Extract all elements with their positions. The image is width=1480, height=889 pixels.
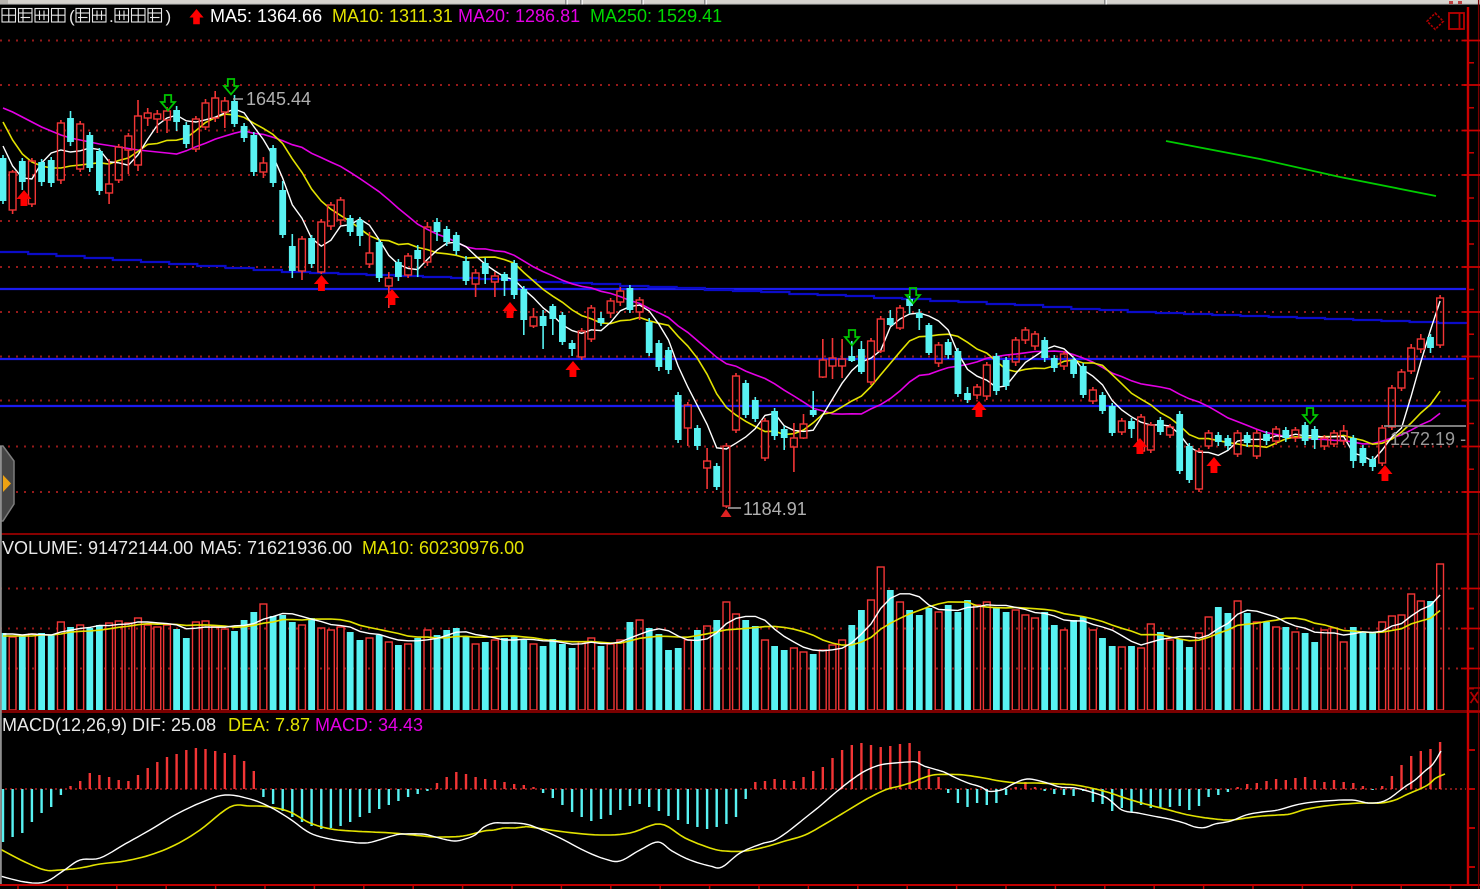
svg-text:VOLUME: 91472144.00: VOLUME: 91472144.00 xyxy=(2,538,193,558)
svg-text:MA250: 1529.41: MA250: 1529.41 xyxy=(590,6,722,26)
svg-text:MA5: 71621936.00: MA5: 71621936.00 xyxy=(200,538,352,558)
svg-text:1184.91: 1184.91 xyxy=(743,499,807,519)
svg-text:): ) xyxy=(166,7,172,26)
svg-text:MACD: 34.43: MACD: 34.43 xyxy=(315,715,423,735)
svg-text:MACD(12,26,9) DIF: 25.08: MACD(12,26,9) DIF: 25.08 xyxy=(2,715,216,735)
svg-text:MA5: 1364.66: MA5: 1364.66 xyxy=(210,6,322,26)
svg-text:MA20: 1286.81: MA20: 1286.81 xyxy=(458,6,580,26)
svg-text:1645.44: 1645.44 xyxy=(246,89,311,109)
svg-text:(: ( xyxy=(69,7,75,26)
svg-text:DEA: 7.87: DEA: 7.87 xyxy=(228,715,310,735)
svg-text:MA10: 1311.31: MA10: 1311.31 xyxy=(332,6,453,26)
svg-text:MA10: 60230976.00: MA10: 60230976.00 xyxy=(362,538,524,558)
svg-text:.: . xyxy=(109,7,114,26)
svg-text:1272.19 -: 1272.19 - xyxy=(1390,429,1466,449)
